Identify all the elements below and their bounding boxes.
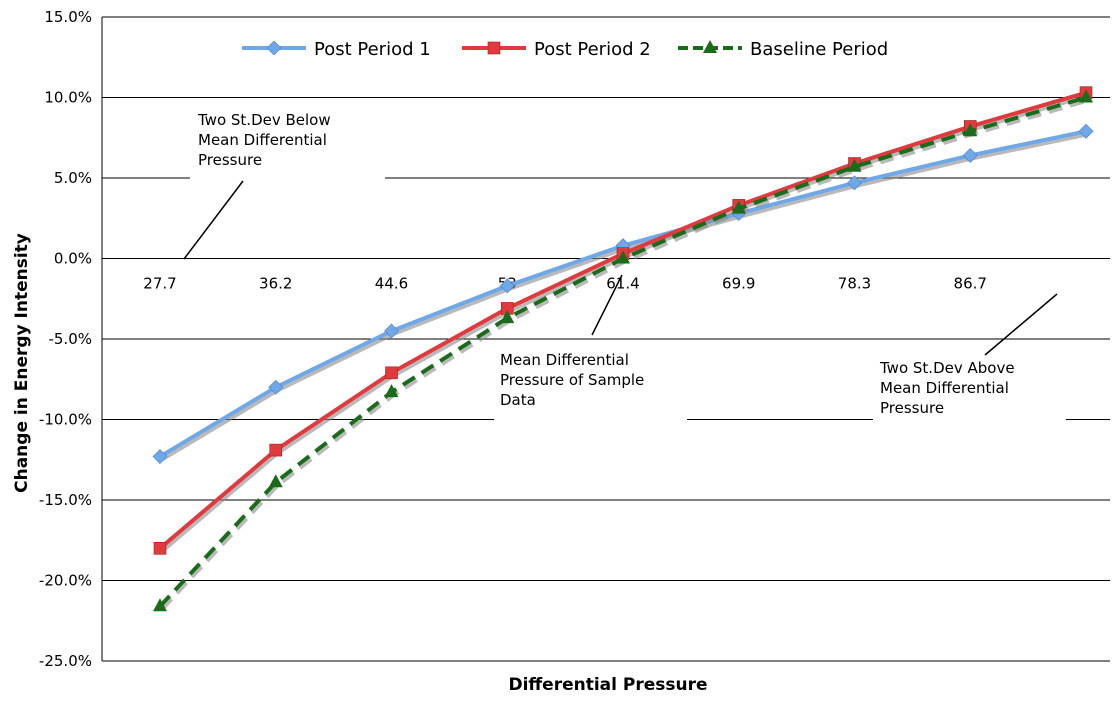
x-tick-label: 27.7 bbox=[143, 275, 176, 293]
x-tick-label: 86.7 bbox=[954, 275, 987, 293]
annotation-text: Mean Differential bbox=[198, 131, 327, 149]
annotation-leader bbox=[183, 180, 244, 260]
annotation-box bbox=[190, 108, 385, 180]
y-tick-label: -25.0% bbox=[39, 652, 92, 670]
y-axis-title: Change in Energy Intensity bbox=[12, 233, 32, 493]
x-tick-label: 69.9 bbox=[722, 275, 755, 293]
legend-box bbox=[232, 33, 922, 63]
data-point bbox=[847, 175, 862, 191]
series-baseline-period bbox=[153, 89, 1093, 612]
y-tick-label: -10.0% bbox=[39, 411, 92, 429]
data-point bbox=[384, 323, 399, 339]
data-point bbox=[268, 474, 283, 488]
series-group bbox=[152, 86, 1094, 612]
data-point bbox=[1078, 123, 1094, 139]
legend-item: Post Period 1 bbox=[242, 39, 431, 60]
data-point bbox=[385, 366, 398, 380]
annotation: Mean Differential Pressure of Sample Data bbox=[494, 274, 687, 420]
annotation-leader bbox=[591, 274, 623, 336]
y-axis-ticks: 15.0% 10.0% 5.0% 0.0% -5.0% -10.0% -15.0% -20.0… bbox=[39, 8, 92, 670]
legend-label: Post Period 1 bbox=[314, 39, 431, 60]
legend-item: Post Period 2 bbox=[462, 39, 651, 60]
annotation: Two St.Dev Above Mean Differential Pressur… bbox=[873, 293, 1066, 428]
data-point bbox=[384, 384, 399, 398]
annotation-text: Pressure bbox=[880, 399, 944, 417]
annotation-text: Data bbox=[500, 391, 536, 409]
data-point bbox=[962, 148, 978, 163]
data-point bbox=[731, 200, 746, 214]
y-tick-label: 5.0% bbox=[54, 169, 92, 187]
legend-label: Post Period 2 bbox=[534, 39, 651, 60]
legend-marker bbox=[703, 40, 717, 53]
y-tick-label: -5.0% bbox=[48, 330, 92, 348]
annotations: Two St.Dev Below Mean Differential Pressur… bbox=[183, 108, 1066, 428]
legend-marker bbox=[266, 40, 282, 56]
data-point bbox=[616, 250, 630, 264]
data-point bbox=[1079, 89, 1093, 103]
y-tick-label: 15.0% bbox=[44, 8, 92, 26]
annotation-leader bbox=[984, 293, 1058, 356]
data-point bbox=[153, 598, 167, 612]
data-point bbox=[847, 158, 862, 172]
y-tick-label: -20.0% bbox=[39, 572, 92, 590]
legend-item: Baseline Period bbox=[678, 39, 888, 60]
x-tick-label: 78.3 bbox=[838, 275, 871, 293]
annotation-box bbox=[873, 356, 1066, 428]
legend-label: Baseline Period bbox=[750, 39, 888, 60]
x-tick-label: 61.4 bbox=[606, 275, 639, 293]
data-point bbox=[500, 310, 515, 324]
y-tick-label: 0.0% bbox=[54, 250, 92, 268]
legend: Post Period 1 Post Period 2 Baseline Perio… bbox=[232, 33, 922, 63]
annotation-text: Pressure of Sample bbox=[500, 371, 644, 389]
data-point bbox=[153, 541, 167, 555]
data-point bbox=[152, 449, 168, 464]
annotation-text: Mean Differential bbox=[500, 351, 629, 369]
annotation-text: Mean Differential bbox=[880, 379, 1009, 397]
annotation-text: Two St.Dev Above bbox=[879, 359, 1015, 377]
x-axis-title: Differential Pressure bbox=[508, 675, 707, 695]
data-point bbox=[499, 278, 515, 294]
x-tick-label: 36.2 bbox=[259, 275, 292, 293]
x-axis-ticks: 27.736.244.65361.469.978.386.7 bbox=[143, 275, 987, 293]
y-tick-label: -15.0% bbox=[39, 491, 92, 509]
annotation: Two St.Dev Below Mean Differential Pressur… bbox=[183, 108, 385, 260]
data-point bbox=[268, 379, 284, 395]
x-tick-label: 44.6 bbox=[375, 275, 408, 293]
annotation-box bbox=[494, 348, 687, 420]
legend-marker bbox=[487, 41, 501, 55]
annotation-text: Pressure bbox=[198, 151, 262, 169]
data-point bbox=[963, 123, 978, 137]
y-tick-label: 10.0% bbox=[44, 89, 92, 107]
data-point bbox=[269, 443, 283, 457]
annotation-text: Two St.Dev Below bbox=[197, 111, 331, 129]
